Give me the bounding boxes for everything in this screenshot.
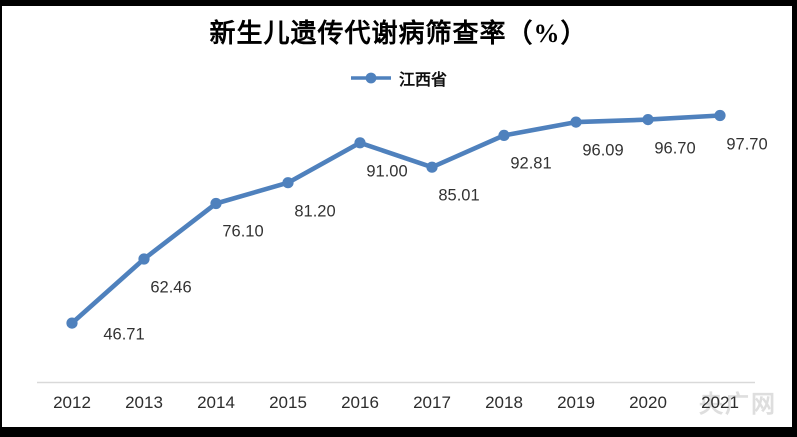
data-point-marker — [138, 253, 150, 265]
data-point-label: 85.01 — [438, 186, 480, 205]
data-point-marker — [714, 109, 726, 122]
data-point-label: 96.09 — [582, 141, 624, 160]
x-axis-tick-label: 2017 — [413, 393, 451, 412]
x-axis-tick-label: 2020 — [629, 393, 667, 412]
x-axis-tick-label: 2016 — [341, 393, 379, 412]
data-point-label: 91.00 — [366, 162, 408, 181]
data-point-label: 97.70 — [726, 135, 768, 153]
series-line — [69, 113, 723, 326]
x-axis-tick-label: 2013 — [125, 393, 163, 412]
data-point-marker — [210, 197, 222, 210]
legend-marker-dot — [365, 72, 377, 84]
x-axis-tick-label: 2012 — [53, 393, 91, 412]
data-point-label: 81.20 — [294, 202, 336, 221]
legend: 江西省 — [0, 66, 797, 90]
data-point-label: 92.81 — [510, 154, 552, 173]
data-point-marker — [354, 137, 366, 149]
data-point-label: 96.70 — [654, 139, 696, 158]
x-axis-tick-label: 2021 — [701, 393, 739, 412]
data-point-marker — [570, 116, 582, 128]
data-point-marker — [66, 317, 78, 329]
chart-title: 新生儿遗传代谢病筛查率（%） — [209, 19, 588, 48]
frame-border-right — [792, 0, 797, 437]
watermark: 央广网 — [699, 391, 777, 418]
frame-border-bottom — [0, 427, 797, 437]
x-axis-tick-label: 2019 — [557, 393, 595, 412]
frame-border-top — [0, 0, 797, 6]
frame-border-left — [0, 0, 2, 437]
legend-line-marker-icon — [350, 72, 391, 84]
data-point-marker — [426, 161, 438, 173]
data-point-marker — [282, 177, 294, 189]
x-axis-tick-label: 2014 — [197, 393, 235, 412]
data-point-label: 46.71 — [103, 325, 145, 344]
data-point-marker — [642, 114, 654, 126]
data-point-marker — [498, 129, 510, 141]
legend-series-label: 江西省 — [398, 72, 447, 89]
x-axis-tick-label: 2015 — [269, 393, 307, 412]
x-axis-tick-label: 2018 — [485, 393, 523, 412]
data-point-label: 62.46 — [150, 278, 192, 297]
data-point-label: 76.10 — [222, 222, 264, 241]
